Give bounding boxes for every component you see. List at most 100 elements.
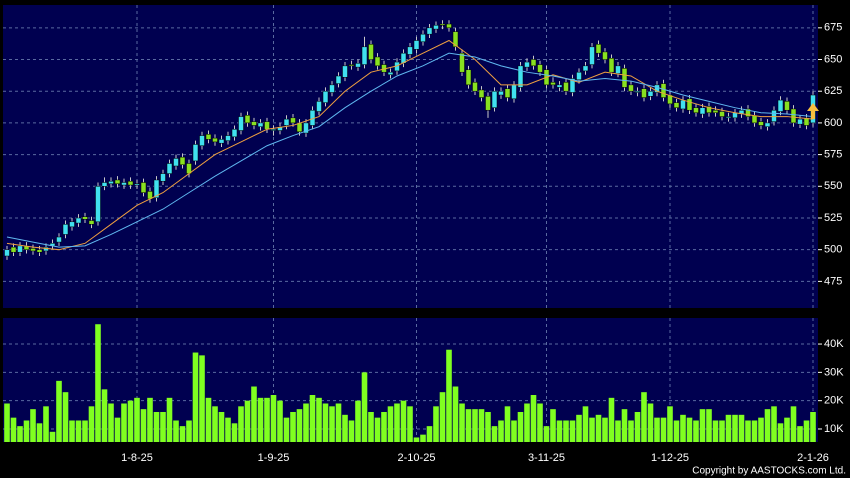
candle-body [257, 122, 264, 127]
volume-bar [348, 420, 355, 442]
volume-bar [524, 403, 530, 442]
candle-body [472, 82, 478, 92]
candle-body [790, 108, 797, 124]
volume-bar [134, 397, 140, 442]
candle-body [303, 122, 309, 134]
volume-bar [95, 324, 101, 442]
volume-bar [784, 417, 790, 442]
volume-bar [309, 395, 316, 442]
y-tick-label: 625 [824, 85, 842, 97]
candle-body [420, 33, 426, 43]
volume-bar [706, 409, 712, 442]
candle-body [322, 90, 329, 103]
candle-body [693, 107, 699, 114]
candle-body [134, 183, 140, 186]
volume-bar [23, 420, 30, 442]
volume-bar [491, 426, 498, 442]
candle-body [270, 128, 277, 131]
volume-bar [166, 397, 173, 442]
candle-body [758, 121, 764, 126]
candle-body [283, 118, 290, 126]
volume-bar [511, 420, 517, 442]
volume-bar [212, 406, 218, 442]
volume-bar [160, 411, 166, 442]
candle-body [634, 90, 641, 93]
candle-body [244, 115, 251, 124]
volume-bar [686, 417, 693, 442]
volume-bar [205, 397, 212, 442]
volume-bar [407, 406, 413, 442]
volume-bar [257, 397, 264, 442]
volume-bar [563, 420, 569, 442]
candle-body [231, 128, 238, 138]
candle-body [504, 88, 511, 98]
volume-bar [368, 411, 374, 442]
candle-body [407, 46, 413, 55]
candle-body [277, 126, 283, 131]
candle-body [641, 88, 647, 98]
x-tick-label: 1-8-25 [121, 452, 153, 464]
candle-body [764, 122, 771, 127]
candle-body [361, 46, 368, 65]
candle-body [225, 135, 231, 141]
candle-body [491, 90, 498, 108]
volume-bar [712, 420, 719, 442]
y-tick-label: 500 [824, 244, 842, 256]
volume-bar [49, 431, 56, 442]
candle-body [426, 27, 433, 35]
candle-body [771, 109, 777, 122]
candle-body [556, 84, 563, 88]
volume-bar [88, 406, 95, 442]
candle-body [192, 144, 199, 162]
volume-bar [290, 411, 296, 442]
candle-body [485, 96, 491, 111]
candle-body [608, 57, 615, 73]
volume-bar [621, 409, 628, 442]
candle-body [803, 117, 810, 126]
x-tick-label: 1-9-25 [258, 452, 290, 464]
candle-body [478, 89, 485, 98]
volume-bar [582, 406, 589, 442]
volume-bar [576, 414, 582, 442]
candle-body [797, 118, 803, 125]
volume-bar [426, 426, 433, 442]
candle-body [212, 137, 218, 143]
candle-body [10, 246, 17, 253]
candle-body [95, 186, 101, 223]
volume-bar [628, 420, 634, 442]
y-tick-label: 20K [824, 395, 844, 407]
candle-body [17, 245, 23, 253]
volume-bar [82, 420, 88, 442]
volume-bar [186, 420, 192, 442]
volume-bar [127, 400, 134, 442]
candle-body [452, 31, 459, 48]
volume-bar [732, 414, 738, 442]
volume-bar [439, 392, 446, 442]
volume-bar [693, 420, 699, 442]
candle-body [140, 182, 147, 193]
candle-body [368, 44, 374, 60]
candle-body [777, 99, 784, 112]
candle-body [439, 23, 446, 26]
candle-body [179, 156, 186, 165]
volume-bar [199, 355, 205, 442]
candle-body [4, 249, 10, 257]
volume-bar [602, 417, 608, 442]
volume-bar [530, 395, 537, 442]
volume-bar [758, 417, 764, 442]
candle-body [615, 65, 621, 74]
candle-body [699, 107, 706, 115]
volume-bar [62, 392, 69, 442]
volume-bar [738, 414, 745, 442]
candle-body [459, 52, 465, 73]
volume-bar [296, 409, 303, 442]
candle-body [589, 46, 595, 65]
volume-bar [238, 406, 244, 442]
candle-body [621, 68, 628, 88]
candle-body [290, 117, 296, 124]
volume-bar [101, 389, 108, 442]
volume-bar [608, 397, 615, 442]
candle-body [56, 236, 62, 243]
candle-body [745, 108, 751, 117]
